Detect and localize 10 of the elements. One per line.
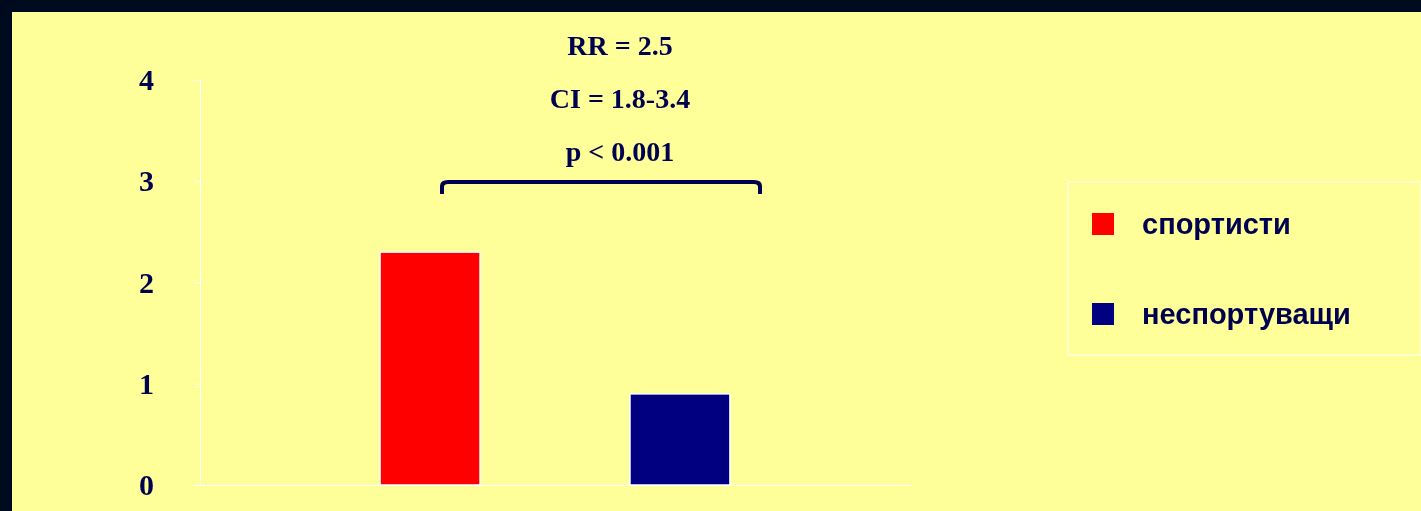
y-tick-label: 4 [139, 63, 154, 97]
y-tick-label: 1 [139, 366, 154, 400]
y-tick-label: 0 [139, 468, 154, 502]
text: RR = 2.5 [567, 30, 673, 61]
annotation: CI = 1.8-3.4 [549, 83, 691, 114]
y-tick-label: 2 [139, 265, 154, 299]
annotation: p < 0.001 [565, 136, 675, 167]
y-tick-label: 3 [139, 164, 154, 198]
legend-label: неспортуващи [1142, 298, 1351, 330]
legend-label: спортисти [1142, 208, 1291, 240]
